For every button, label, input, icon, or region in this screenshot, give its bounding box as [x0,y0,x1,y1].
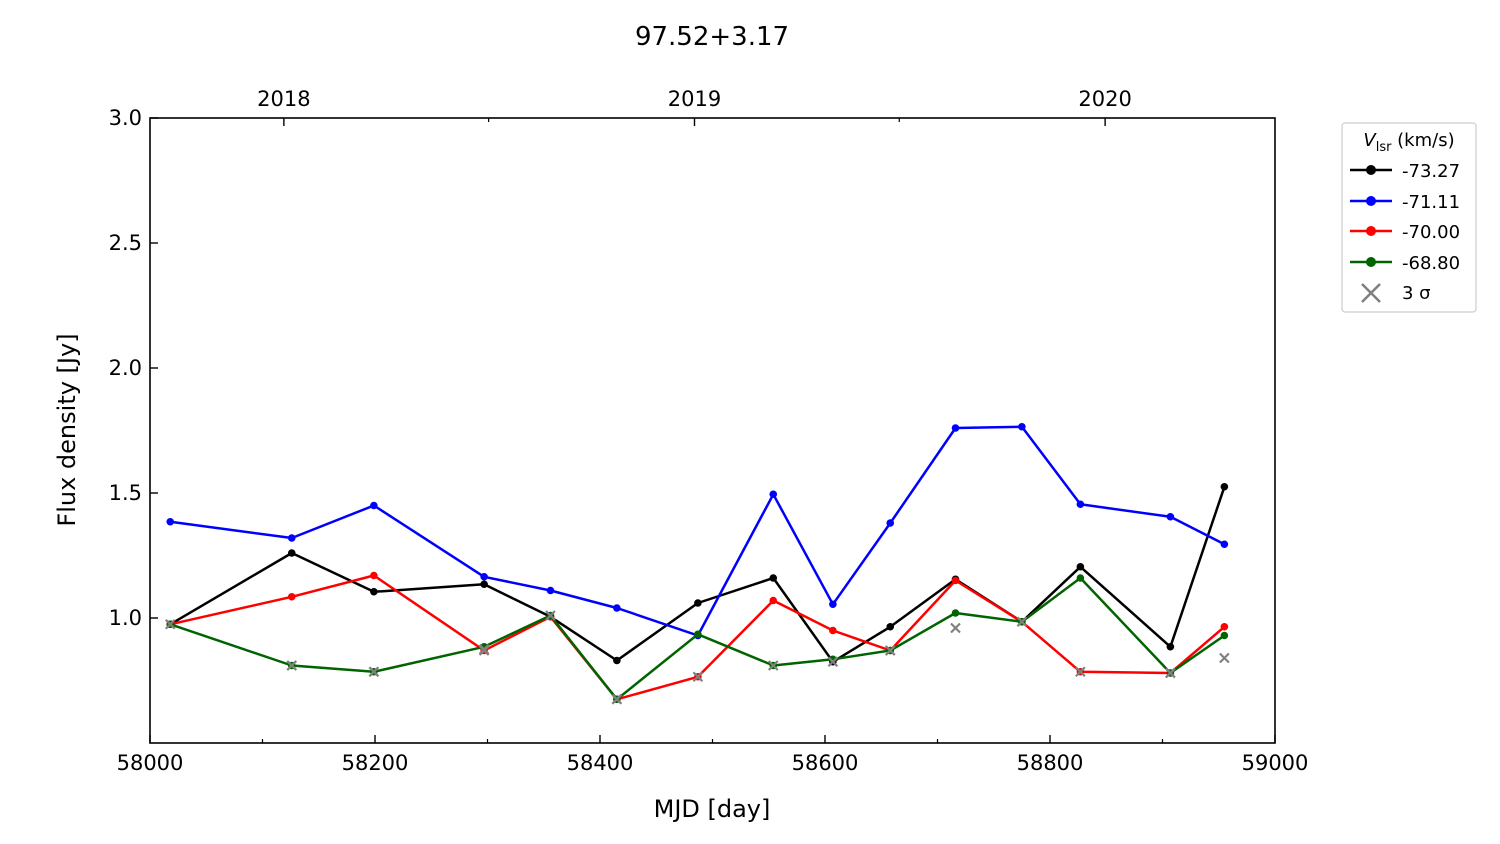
data-point-s2-13 [1076,500,1085,509]
data-point-s1-3 [370,587,378,596]
data-point-s4-15 [1220,631,1229,640]
data-point-s1-13 [1076,562,1085,571]
upper-limit-s1-6 [1219,652,1230,664]
upper-limit-s3-3 [692,671,704,683]
legend-marker-3 [1366,226,1376,236]
data-point-s1-14 [1166,642,1175,651]
upper-limit-s1-4 [827,656,839,668]
x-tick-label-5: 58800 [1017,751,1084,775]
y-tick-label-2: 1.5 [109,481,142,505]
y-axis-label: Flux density [Jy] [53,333,81,526]
data-point-s4-13 [1076,574,1085,582]
year-tick-label-1: 2018 [257,87,310,111]
data-point-s2-2 [287,534,296,542]
x-tick-label-3: 58400 [567,751,634,775]
legend: Vlsr (km/s) -73.27 -71.11 -70.00 -68.80 … [1341,122,1477,313]
data-point-s1-15 [1220,482,1229,491]
data-point-s1-4 [480,580,488,589]
legend-entry-upper-limit: 3 σ [1361,283,1431,304]
legend-marker-upper-limit [1361,283,1381,303]
data-point-s3-15 [1220,622,1229,631]
legend-label-upper-limit: 3 σ [1402,283,1431,304]
chart-title: 97.52+3.17 [635,22,789,52]
upper-limit-s4-3 [368,666,380,678]
legend-label-1: -73.27 [1402,161,1460,182]
legend-marker-4 [1366,257,1376,267]
data-point-s2-8 [769,490,778,499]
legend-label-4: -68.80 [1402,253,1460,274]
x-axis-label: MJD [day] [654,795,771,823]
data-point-s1-2 [287,549,296,557]
data-point-s1-10 [886,622,895,631]
plot-marks [164,422,1230,705]
data-point-s2-3 [370,501,378,510]
year-tick-label-3: 2020 [1078,87,1131,111]
data-point-s2-1 [166,517,175,526]
upper-limit-s1-5 [950,622,961,634]
upper-limit-s4-7 [884,645,896,656]
data-point-s3-11 [951,576,960,585]
data-point-s3-8 [769,596,778,605]
x-tick-label-2: 58200 [342,751,409,775]
legend-entry-4: -68.80 [1350,253,1460,274]
legend-title: Vlsr (km/s) [1363,130,1454,155]
x-tick-label-1: 58000 [117,751,184,775]
data-point-s4-7 [694,630,702,639]
legend-title-sub: lsr [1376,140,1392,155]
legend-title-unit: (km/s) [1391,130,1454,151]
legend-entry-2: -71.11 [1350,192,1460,213]
legend-marker-1 [1366,165,1376,175]
legend-entry-1: -73.27 [1350,161,1460,182]
plot-frame [149,117,1276,744]
data-point-s4-11 [951,609,960,617]
legend-label-3: -70.00 [1402,222,1460,243]
data-point-s1-7 [694,599,702,607]
data-point-s2-12 [1018,422,1026,431]
y-tick-label-5: 3.0 [109,106,142,130]
data-point-s2-6 [613,604,621,612]
upper-limit-s4-8 [1016,616,1028,628]
data-point-s2-10 [886,519,895,527]
x-tick-label-6: 59000 [1242,751,1309,775]
y-tick-label-3: 2.0 [109,356,142,380]
legend-label-2: -71.11 [1402,192,1460,213]
data-point-s3-3 [370,571,378,580]
data-point-s2-11 [951,424,960,432]
axes: 58000 58200 58400 58600 58800 59000 1.0 1.5 2.0 2… [109,87,1309,775]
data-point-s2-15 [1220,540,1229,549]
upper-limit-s4-6 [767,660,779,671]
upper-limit-s3-5 [1075,666,1086,678]
upper-limit-s4-4 [545,610,556,621]
data-point-s2-14 [1166,512,1175,521]
data-point-s1-6 [613,656,621,665]
y-tick-label-1: 1.0 [109,606,142,630]
upper-limit-s4-2 [286,660,298,671]
data-point-s3-9 [829,626,837,635]
y-tick-label-4: 2.5 [109,231,142,255]
data-point-s2-4 [480,572,488,581]
year-tick-label-2: 2019 [668,87,721,111]
legend-entry-3: -70.00 [1350,222,1460,243]
data-point-s2-9 [829,600,837,609]
upper-limit-s4-9 [1165,667,1176,679]
upper-limit-s4-5 [611,693,623,705]
data-point-s2-5 [546,586,555,595]
legend-title-main: V [1363,130,1377,151]
x-tick-label-4: 58600 [792,751,859,775]
upper-limit-s4-1 [164,618,176,630]
data-point-s3-2 [287,592,296,601]
upper-limit-s3-1 [478,645,490,656]
legend-marker-2 [1366,196,1376,206]
data-point-s1-8 [769,574,778,582]
